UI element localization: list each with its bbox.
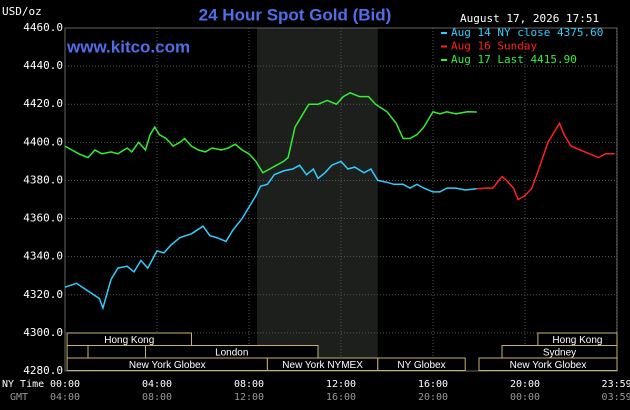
x-tick-label: 04:00 bbox=[142, 379, 172, 390]
y-axis-label: USD/oz bbox=[2, 5, 42, 18]
y-tick-label: 4340.0 bbox=[23, 250, 63, 263]
x-tick-label: 00:00 bbox=[50, 379, 80, 390]
session-label: London bbox=[215, 347, 248, 358]
session-box bbox=[478, 357, 618, 371]
price-line bbox=[476, 121, 615, 201]
y-tick-label: 4360.0 bbox=[23, 212, 63, 225]
x2-tick-label: 12:00 bbox=[234, 392, 264, 403]
x-axis-label: NY Time bbox=[2, 379, 44, 390]
x-tick-label: 08:00 bbox=[234, 379, 264, 390]
x-tick-label: 20:00 bbox=[510, 379, 540, 390]
session-box bbox=[66, 345, 89, 359]
y-tick-label: 4380.0 bbox=[23, 173, 63, 186]
price-line bbox=[64, 91, 477, 174]
y-tick-label: 4320.0 bbox=[23, 288, 63, 301]
x-tick-label: 12:00 bbox=[326, 379, 356, 390]
session-box bbox=[377, 357, 466, 371]
legend-label: Aug 14 NY close 4375.60 bbox=[451, 26, 603, 39]
x2-axis-label: GMT bbox=[10, 392, 28, 403]
x2-tick-label: 00:00 bbox=[510, 392, 540, 403]
session-label: Hong Kong bbox=[104, 335, 154, 346]
session-label: Sydney bbox=[543, 347, 576, 358]
session-label: Hong Kong bbox=[552, 335, 602, 346]
x2-tick-label: 20:00 bbox=[418, 392, 448, 403]
x-tick-label: 23:59 bbox=[602, 379, 630, 390]
legend-label: Aug 17 Last 4415.90 bbox=[451, 53, 577, 66]
y-tick-label: 4460.0 bbox=[23, 21, 63, 34]
legend-label: Aug 16 Sunday bbox=[451, 40, 537, 53]
x2-tick-label: 08:00 bbox=[142, 392, 172, 403]
shaded-region bbox=[257, 28, 378, 371]
x2-tick-label: 16:00 bbox=[326, 392, 356, 403]
website: www.kitco.com bbox=[66, 37, 190, 56]
x2-tick-label: 03:59 bbox=[602, 392, 630, 403]
session-label: NY Globex bbox=[397, 360, 445, 371]
session-box bbox=[66, 332, 192, 346]
y-tick-label: 4280.0 bbox=[23, 364, 63, 377]
chart-title: 24 Hour Spot Gold (Bid) bbox=[199, 5, 392, 24]
session-label: New York Globex bbox=[510, 360, 587, 371]
y-tick-label: 4420.0 bbox=[23, 97, 63, 110]
x-tick-label: 16:00 bbox=[418, 379, 448, 390]
y-tick-label: 4440.0 bbox=[23, 59, 63, 72]
session-label: New York Globex bbox=[129, 360, 206, 371]
timestamp: August 17, 2026 17:51 bbox=[460, 12, 599, 25]
session-label: New York NYMEX bbox=[282, 360, 363, 371]
price-line bbox=[64, 160, 477, 311]
y-tick-label: 4300.0 bbox=[23, 326, 63, 339]
y-tick-label: 4400.0 bbox=[23, 135, 63, 148]
x2-tick-label: 04:00 bbox=[50, 392, 80, 403]
